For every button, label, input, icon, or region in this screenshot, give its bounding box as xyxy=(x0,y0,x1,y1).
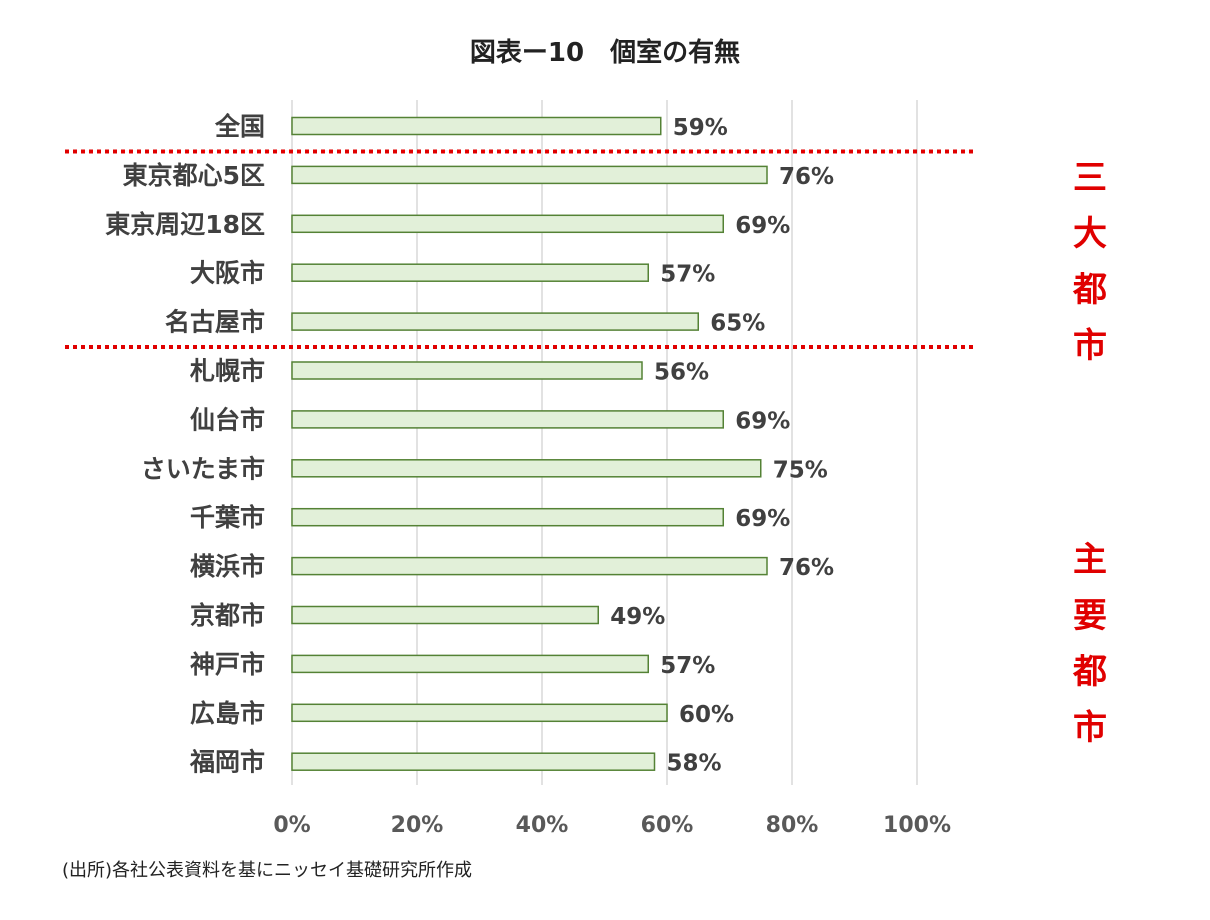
bar xyxy=(291,654,649,674)
group-label-three-major-cities: 三大都市 xyxy=(1060,150,1120,374)
bar xyxy=(291,361,643,380)
x-tick-label: 80% xyxy=(766,813,819,838)
category-label: 神戸市 xyxy=(190,650,265,679)
bar xyxy=(291,703,668,723)
category-label: 全国 xyxy=(214,112,265,141)
bar xyxy=(291,556,768,576)
bar xyxy=(291,507,724,527)
bar xyxy=(291,459,762,478)
category-label: 大阪市 xyxy=(190,259,265,288)
category-label: 名古屋市 xyxy=(165,308,265,337)
bar xyxy=(291,410,724,429)
bar xyxy=(291,263,649,282)
group-label-char: 市 xyxy=(1073,326,1107,366)
value-label: 76% xyxy=(779,164,834,190)
category-label: 千葉市 xyxy=(190,503,265,532)
group-label-char: 都 xyxy=(1073,270,1107,310)
value-label: 69% xyxy=(735,213,790,239)
value-label: 75% xyxy=(773,457,828,483)
value-label: 57% xyxy=(660,262,715,288)
x-tick-label: 60% xyxy=(641,813,694,838)
bar xyxy=(291,752,656,771)
category-label: さいたま市 xyxy=(141,454,265,483)
x-tick-label: 40% xyxy=(516,813,569,838)
bar xyxy=(291,605,599,625)
value-label: 65% xyxy=(710,311,765,337)
x-tick-label: 20% xyxy=(391,813,444,838)
value-label: 76% xyxy=(779,555,834,581)
source-note: (出所)各社公表資料を基にニッセイ基礎研究所作成 xyxy=(62,860,473,881)
value-label: 60% xyxy=(679,702,734,728)
x-tick-label: 100% xyxy=(883,813,951,838)
value-label: 57% xyxy=(660,653,715,679)
group-label-char: 主 xyxy=(1073,540,1107,580)
value-label: 69% xyxy=(735,408,790,434)
group-label-major-cities: 主要都市 xyxy=(1060,532,1120,756)
bar xyxy=(291,214,724,234)
value-label: 58% xyxy=(667,751,722,777)
group-label-char: 都 xyxy=(1073,652,1107,692)
x-tick-label: 0% xyxy=(273,813,310,838)
category-label: 福岡市 xyxy=(189,748,265,777)
value-label: 59% xyxy=(673,115,728,141)
category-label: 東京都心5区 xyxy=(123,161,265,190)
value-label: 69% xyxy=(735,506,790,532)
value-label: 56% xyxy=(654,360,709,386)
value-label: 49% xyxy=(610,604,665,630)
group-label-char: 大 xyxy=(1073,214,1107,254)
group-label-char: 市 xyxy=(1073,708,1107,748)
category-label: 仙台市 xyxy=(190,405,265,434)
bar xyxy=(291,312,699,331)
category-label: 札幌市 xyxy=(189,357,265,386)
category-label: 京都市 xyxy=(190,601,265,630)
category-label: 東京周辺18区 xyxy=(105,210,265,239)
category-label: 広島市 xyxy=(190,699,265,728)
category-label: 横浜市 xyxy=(190,552,265,581)
group-label-char: 要 xyxy=(1073,596,1107,636)
group-label-char: 三 xyxy=(1073,158,1107,198)
bar xyxy=(291,165,768,185)
chart-title: 図表ー10 個室の有無 xyxy=(469,38,741,68)
bar xyxy=(291,116,662,136)
